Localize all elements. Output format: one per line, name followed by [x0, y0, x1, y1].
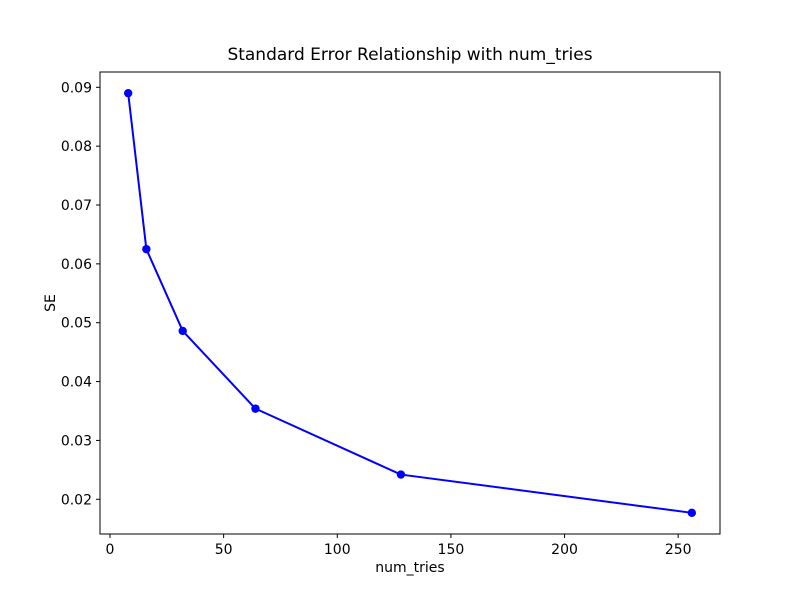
x-tick-label: 0 — [106, 542, 115, 558]
x-tick-label: 200 — [551, 542, 578, 558]
data-point-marker — [396, 470, 406, 479]
data-point-marker — [687, 508, 697, 518]
y-axis-label: SE — [43, 294, 59, 312]
x-axis-label: num_tries — [375, 560, 445, 576]
x-tick-label: 250 — [665, 542, 692, 558]
x-tick-label: 50 — [215, 542, 233, 558]
data-point-marker — [142, 244, 151, 254]
y-tick-label: 0.09 — [61, 80, 92, 96]
axes-spines — [99, 71, 721, 535]
y-tick-label: 0.02 — [61, 492, 92, 508]
data-point-marker — [251, 404, 260, 413]
y-tick-label: 0.08 — [61, 139, 92, 155]
y-tick-label: 0.04 — [61, 375, 92, 391]
y-tick-label: 0.05 — [61, 316, 92, 332]
y-tick-label: 0.07 — [61, 198, 92, 214]
x-tick-label: 100 — [324, 542, 351, 558]
data-point-marker — [123, 88, 133, 98]
x-tick-label: 150 — [438, 542, 465, 558]
data-point-marker — [178, 326, 187, 336]
chart-title: Standard Error Relationship with num_tri… — [227, 45, 593, 65]
y-tick-label: 0.03 — [61, 433, 92, 449]
plot-line — [127, 92, 693, 514]
y-tick-label: 0.06 — [61, 257, 92, 273]
